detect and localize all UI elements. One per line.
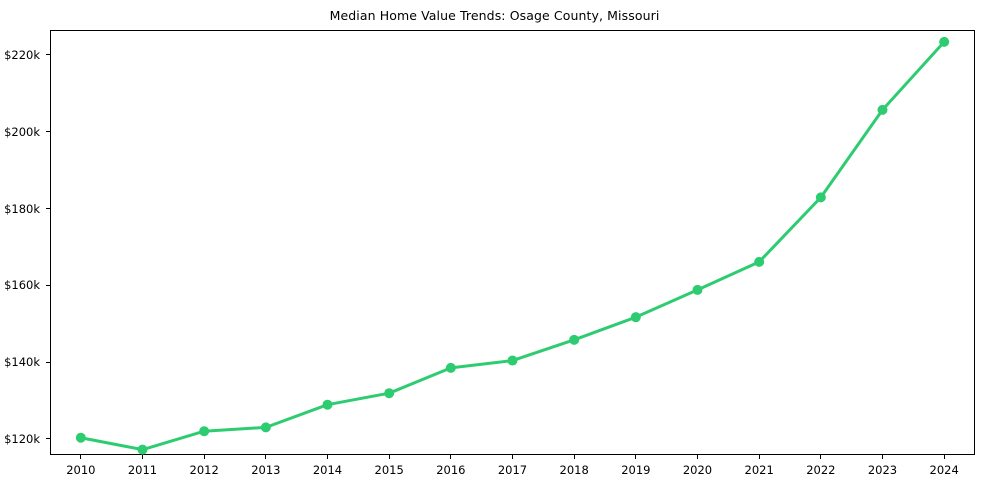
x-axis-tick-mark xyxy=(141,455,144,459)
x-axis-tick-label: 2022 xyxy=(806,463,836,477)
x-axis-tick-mark xyxy=(758,455,760,459)
x-axis-tick-label: 2013 xyxy=(251,463,281,477)
x-axis-tick-mark xyxy=(203,455,205,459)
y-axis-tick-label: $200k xyxy=(4,124,40,139)
x-axis-tick-label: 2017 xyxy=(497,463,528,477)
y-axis-tick-label: $140k xyxy=(4,355,40,370)
y-axis-tick-mark xyxy=(46,131,50,133)
x-axis-tick-label: 2015 xyxy=(374,463,404,477)
x-axis-tick-label: 2016 xyxy=(436,463,466,477)
x-axis-tick-label: 2014 xyxy=(312,463,343,477)
y-axis-tick-label: $120k xyxy=(4,431,40,446)
x-axis-tick-label: 2019 xyxy=(621,463,651,477)
x-axis-tick-mark xyxy=(820,455,822,459)
x-axis-tick-label: 2011 xyxy=(127,463,158,477)
x-axis-tick-label: 2024 xyxy=(929,463,959,477)
y-axis-tick-mark xyxy=(46,54,50,56)
x-axis-tick-label: 2021 xyxy=(744,463,774,477)
y-axis-tick-mark xyxy=(46,284,50,286)
x-axis-tick-mark xyxy=(388,455,390,459)
plot-area xyxy=(50,30,975,455)
x-axis-tick-mark xyxy=(881,455,884,459)
x-axis-tick-mark xyxy=(326,455,329,459)
x-axis-tick-label: 2012 xyxy=(189,463,219,477)
x-axis-tick-label: 2010 xyxy=(66,463,96,477)
x-axis-tick-label: 2023 xyxy=(867,463,898,477)
x-axis-tick-mark xyxy=(511,455,514,459)
y-axis-tick-mark xyxy=(46,438,50,440)
x-axis-tick-mark xyxy=(573,455,575,459)
y-axis-tick-label: $180k xyxy=(4,201,40,216)
y-axis-tick-mark xyxy=(46,361,50,363)
x-axis-tick-mark xyxy=(265,455,267,459)
x-axis-tick-label: 2018 xyxy=(559,463,589,477)
x-axis-tick-mark xyxy=(450,455,452,459)
y-axis-tick-label: $160k xyxy=(4,278,40,293)
x-axis-tick-mark xyxy=(80,455,82,459)
chart-title: Median Home Value Trends: Osage County, … xyxy=(329,8,660,23)
x-axis-tick-mark xyxy=(943,455,945,459)
y-axis-tick-label: $220k xyxy=(4,47,40,62)
x-axis-tick-mark xyxy=(696,455,699,459)
y-axis-tick-mark xyxy=(46,207,50,210)
x-axis-tick-mark xyxy=(635,455,637,459)
x-axis-tick-label: 2020 xyxy=(682,463,713,477)
